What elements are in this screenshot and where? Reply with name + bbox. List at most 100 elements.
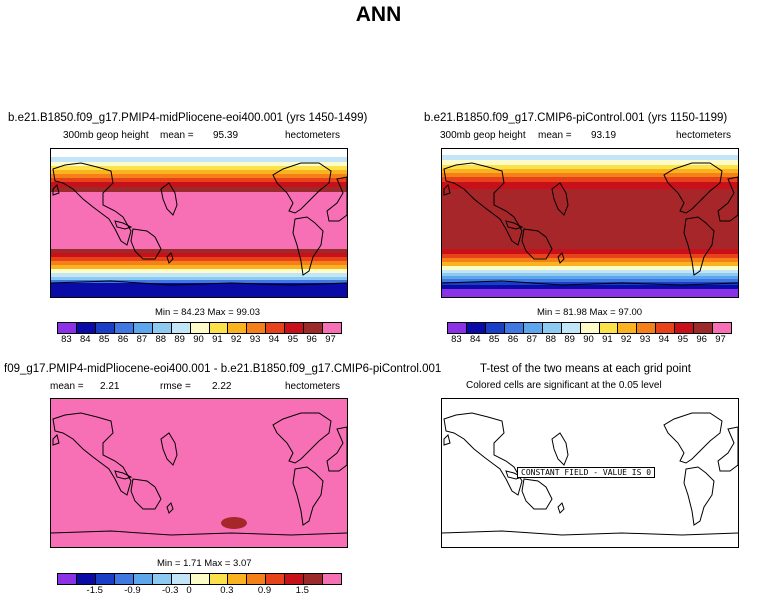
panel2-variable: 300mb geop height (440, 130, 526, 141)
panel1-title: b.e21.B1850.f09_g17.PMIP4-midPliocene-eo… (8, 112, 368, 124)
contour-band (51, 174, 347, 178)
panel3-min-max: Min = 1.71 Max = 3.07 (157, 558, 252, 569)
contour-band (442, 165, 738, 169)
coastline (114, 220, 133, 230)
contour-band (51, 273, 347, 277)
colorbar-swatch (504, 323, 524, 333)
colorbar-swatch (713, 323, 732, 333)
panel3-rmse-value: 2.22 (212, 381, 232, 392)
colorbar-tick-label: 89 (564, 334, 575, 345)
contour-band (442, 262, 738, 266)
contour-band (51, 149, 347, 157)
panel2-title: b.e21.B1850.f09_g17.CMIP6-piControl.001 … (424, 112, 728, 124)
coastline (443, 412, 523, 496)
colorbar-swatch (76, 323, 96, 333)
coastline (272, 162, 332, 214)
coastline (717, 426, 738, 472)
colorbar-tick-label: 94 (268, 334, 280, 345)
colorbar-swatch (656, 323, 676, 333)
contour-band (51, 277, 347, 280)
colorbar-swatch (304, 574, 324, 584)
colorbar-swatch (171, 323, 191, 333)
colorbar-tick-label: 0.3 (220, 585, 234, 596)
coastline (521, 478, 553, 510)
colorbar-swatch (561, 323, 581, 333)
contour-band (51, 265, 347, 269)
contour-band (51, 187, 347, 192)
panel3-colorbar-labels: -1.5 -0.9 -0.3 0 0.3 0.9 1.5 (57, 585, 340, 597)
colorbar-tick-label: 92 (230, 334, 242, 345)
colorbar-tick-label: 89 (174, 334, 185, 345)
colorbar-swatch (76, 574, 96, 584)
colorbar-swatch (599, 323, 619, 333)
panel1-min-max: Min = 84.23 Max = 99.03 (155, 307, 261, 318)
coastline (52, 434, 60, 446)
coastline (166, 252, 174, 264)
panel3-mean-label: mean = (50, 381, 84, 392)
panel1-map (50, 148, 348, 298)
contour-band (442, 273, 738, 276)
colorbar-tick-label: 95 (287, 334, 299, 345)
coastline (292, 216, 324, 276)
contour-band (442, 266, 738, 270)
coastline (52, 162, 132, 246)
colorbar-tick-label: 96 (696, 334, 707, 345)
colorbar-swatch (95, 323, 115, 333)
contour-band (442, 177, 738, 182)
colorbar-tick-label: 84 (80, 334, 91, 345)
panel3-rmse-label: rmse = (160, 381, 191, 392)
coastline (443, 434, 451, 446)
contour-band (442, 160, 738, 165)
panel1-variable: 300mb geop height (63, 130, 149, 141)
colorbar-tick-label: 91 (602, 334, 613, 345)
contour-band (442, 282, 738, 285)
contour-band (442, 155, 738, 160)
contour-band (442, 173, 738, 177)
colorbar-swatch (448, 323, 467, 333)
coastline (551, 432, 569, 466)
panel3-title: f09_g17.PMIP4-midPliocene-eoi400.001 - b… (4, 363, 442, 375)
colorbar-swatch (114, 574, 134, 584)
colorbar-tick-label: 93 (249, 334, 261, 345)
contour-band (442, 270, 738, 273)
colorbar-swatch (133, 574, 153, 584)
colorbar-swatch (466, 323, 486, 333)
colorbar-swatch (171, 574, 191, 584)
colorbar-swatch (542, 323, 562, 333)
contour-band (442, 169, 738, 173)
contour-band (442, 149, 738, 155)
colorbar-tick-label: 88 (155, 334, 167, 345)
colorbar-tick-label: 90 (583, 334, 594, 345)
panel4-subtitle: Colored cells are significant at the 0.0… (466, 380, 662, 391)
colorbar-tick-label: 0.9 (257, 585, 272, 596)
coastline (443, 184, 451, 196)
contour-band (442, 276, 738, 279)
coastline (130, 228, 162, 260)
contour-band (51, 253, 347, 257)
colorbar-swatch (285, 323, 305, 333)
coastline (683, 466, 715, 526)
colorbar-swatch (247, 323, 267, 333)
contour-band (442, 279, 738, 282)
coastline (683, 216, 715, 276)
panel4-title: T-test of the two means at each grid poi… (480, 363, 691, 375)
colorbar-swatch (152, 323, 172, 333)
contour-band (51, 166, 347, 170)
contour-band (442, 182, 738, 189)
contour-band (51, 257, 347, 261)
colorbar-swatch (266, 574, 286, 584)
contour-band (51, 192, 347, 249)
colorbar-swatch (133, 323, 153, 333)
figure-title: ANN (355, 3, 402, 26)
contour-band (442, 289, 738, 297)
colorbar-tick-label: 0 (186, 585, 192, 596)
contour-band (442, 189, 738, 249)
coastline (505, 470, 524, 480)
coastline (130, 478, 162, 510)
coastline (51, 530, 347, 536)
coastline (521, 228, 553, 260)
panel2-mean-value: 93.19 (591, 130, 617, 141)
colorbar-swatch (152, 574, 172, 584)
coastline (160, 182, 178, 216)
colorbar-swatch (247, 574, 267, 584)
